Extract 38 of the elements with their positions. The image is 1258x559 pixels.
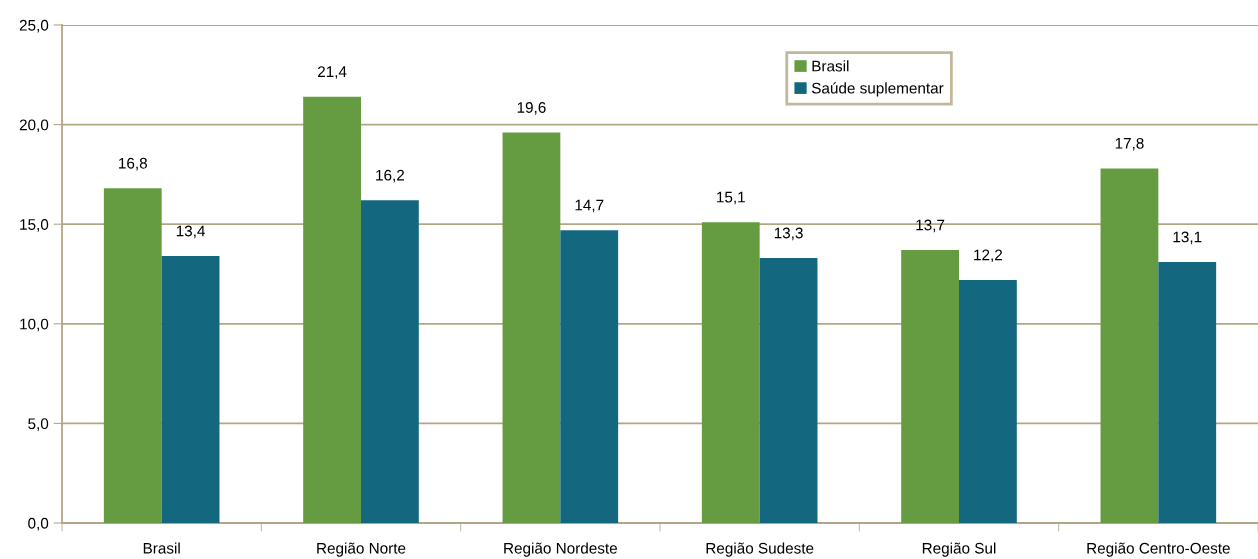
data-label: 14,7: [575, 199, 604, 213]
bar: [303, 96, 361, 523]
y-tick-label: 10,0: [20, 318, 49, 332]
bar: [1100, 168, 1159, 523]
data-label: 13,3: [774, 227, 803, 241]
bar: [959, 279, 1017, 523]
y-tick-label: 0,0: [28, 517, 49, 531]
y-tick-label: 20,0: [19, 119, 49, 133]
x-tick-label: Região Nordeste: [504, 542, 617, 557]
data-label: 15,1: [717, 191, 745, 205]
bar: [560, 230, 619, 523]
x-tick-label: Brasil: [143, 542, 180, 554]
bar: [103, 188, 162, 523]
data-label: 13,1: [1173, 231, 1202, 245]
data-label: 13,4: [176, 225, 205, 239]
bar: [1158, 262, 1217, 523]
y-tick-label: 15,0: [20, 219, 49, 232]
data-label: 21,4: [318, 66, 347, 79]
data-label: 12,2: [974, 249, 1003, 263]
x-tick-label: Região Sudeste: [706, 542, 814, 557]
y-tick-label: 25,0: [19, 19, 49, 33]
x-tick-label: Região Norte: [317, 542, 406, 557]
data-label: 16,2: [376, 169, 405, 183]
x-tick-label: Região Sul: [922, 542, 996, 557]
y-tick-label: 5,0: [28, 418, 49, 431]
bar: [701, 222, 760, 523]
bar: [759, 258, 818, 523]
bar: [161, 256, 220, 523]
x-tick-label: Região Centro-Oeste: [1087, 542, 1230, 557]
data-label: 19,6: [517, 102, 546, 115]
data-label: 16,8: [119, 157, 147, 171]
legend-label: Saúde suplementar: [811, 82, 944, 97]
bar: [502, 132, 561, 523]
bar: [361, 200, 419, 523]
bar: [901, 250, 959, 523]
data-label: 17,8: [1115, 137, 1144, 151]
data-label: 13,7: [916, 219, 945, 233]
legend-label: Brasil: [812, 60, 849, 72]
